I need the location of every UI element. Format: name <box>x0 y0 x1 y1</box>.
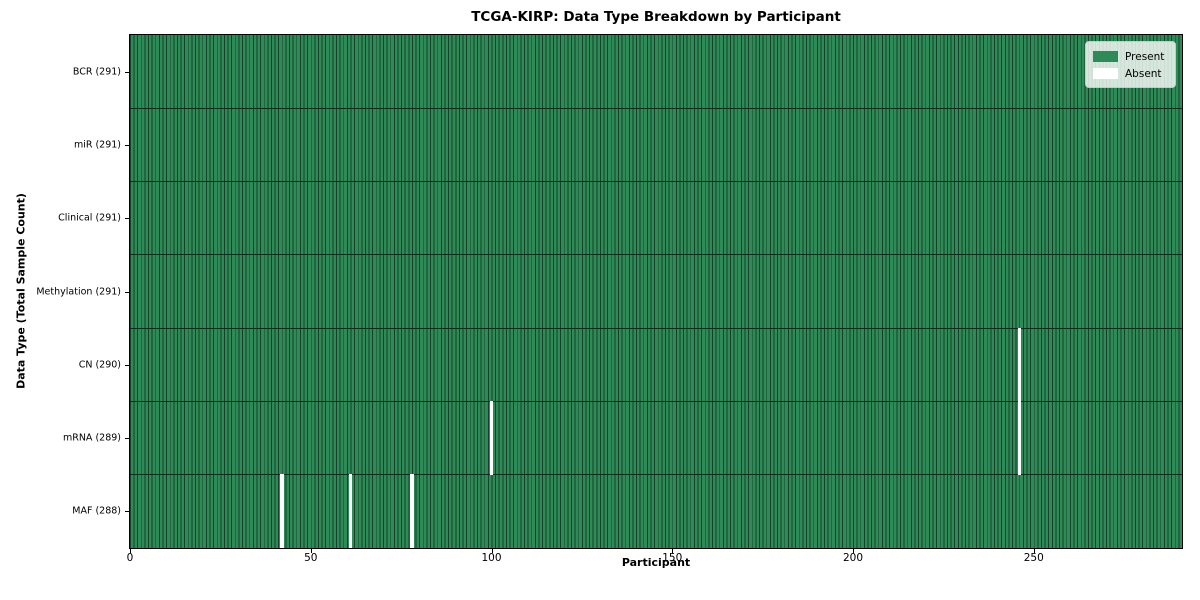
x-tick-mark <box>310 549 312 553</box>
x-tick-label-50: 50 <box>304 552 318 564</box>
legend: Present Absent <box>1085 41 1176 88</box>
row-divider <box>130 327 1182 329</box>
row-divider <box>130 181 1182 183</box>
absent-bar-mRNA-100 <box>489 400 494 476</box>
y-tick-label-Methylation: Methylation (291) <box>36 286 121 297</box>
row-divider <box>130 254 1182 256</box>
y-tick-mark <box>125 144 129 146</box>
y-tick-label-miR: miR (291) <box>73 139 121 151</box>
x-tick-label-200: 200 <box>842 552 864 564</box>
y-tick-mark <box>125 71 129 73</box>
plot-area <box>129 34 1183 549</box>
legend-item-absent: Absent <box>1093 65 1168 82</box>
heatmap-row-MAF <box>130 474 1182 548</box>
absent-bar-CN-246 <box>1017 327 1022 402</box>
legend-swatch-absent <box>1093 68 1118 79</box>
heatmap-row-BCR <box>130 35 1182 109</box>
absent-bar-MAF-78 <box>410 474 414 549</box>
absent-bar-MAF-61 <box>348 474 353 549</box>
y-tick-label-BCR: BCR (291) <box>72 66 121 78</box>
y-tick-mark <box>125 511 129 513</box>
x-tick-label-0: 0 <box>126 552 134 564</box>
heatmap-row-CN <box>130 328 1182 402</box>
x-tick-mark <box>672 549 674 553</box>
x-tick-mark <box>130 549 131 553</box>
y-tick-mark <box>125 218 129 220</box>
row-divider <box>130 400 1182 402</box>
row-divider <box>130 107 1182 109</box>
x-tick-label-100: 100 <box>481 552 502 564</box>
row-divider <box>130 474 1182 476</box>
x-tick-mark <box>1033 549 1035 553</box>
x-tick-label-150: 150 <box>662 552 683 564</box>
heatmap-row-Methylation <box>130 254 1182 329</box>
x-tick-label-250: 250 <box>1023 552 1044 564</box>
y-tick-label-MAF: MAF (288) <box>72 505 121 517</box>
heatmap-row-Clinical <box>130 181 1182 255</box>
y-tick-mark <box>125 291 129 293</box>
x-axis-title: Participant <box>621 556 691 569</box>
legend-label: Present <box>1125 50 1165 63</box>
absent-bar-MAF-42 <box>280 474 284 549</box>
y-tick-label-mRNA: mRNA (289) <box>62 432 121 444</box>
x-tick-mark <box>491 549 493 553</box>
x-tick-mark <box>853 549 855 553</box>
y-tick-label-CN: CN (290) <box>78 359 121 371</box>
y-tick-label-Clinical: Clinical (291) <box>58 212 121 224</box>
y-tick-mark <box>125 438 129 440</box>
heatmap-row-miR <box>130 108 1182 182</box>
heatmap-row-mRNA <box>130 401 1182 475</box>
y-tick-mark <box>125 364 129 366</box>
chart-title: TCGA-KIRP: Data Type Breakdown by Partic… <box>471 9 841 25</box>
legend-swatch-present <box>1093 51 1118 62</box>
legend-item-present: Present <box>1093 48 1168 65</box>
absent-bar-mRNA-246 <box>1017 400 1022 476</box>
legend-label: Absent <box>1125 67 1162 80</box>
